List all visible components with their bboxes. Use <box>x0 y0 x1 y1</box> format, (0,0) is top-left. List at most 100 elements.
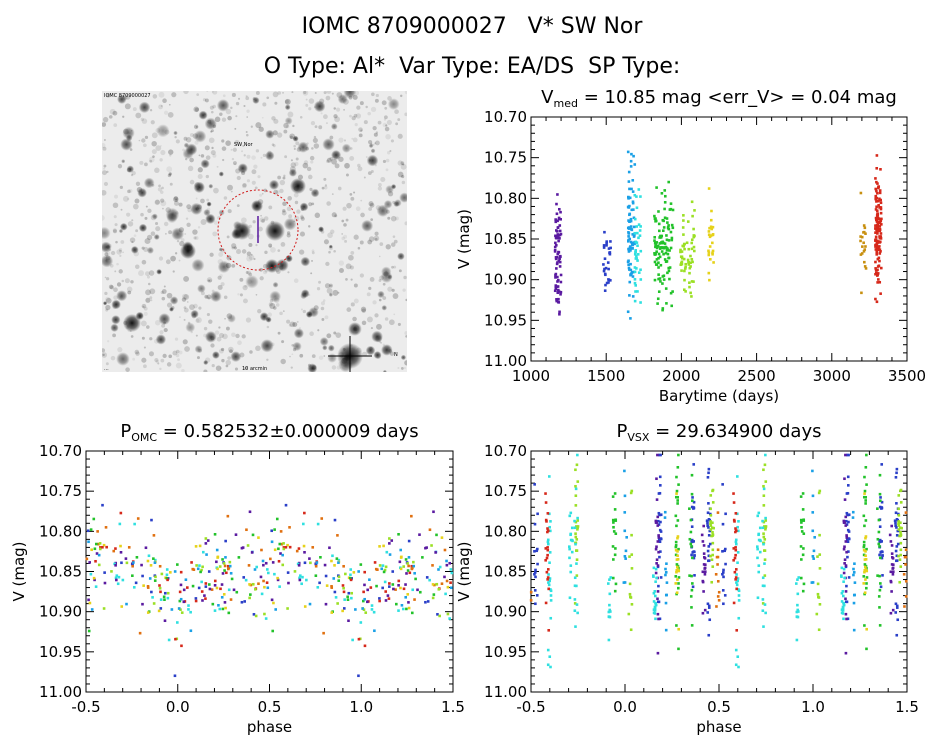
data-point <box>573 602 577 605</box>
sky-noise <box>216 336 222 342</box>
sky-noise <box>163 285 166 288</box>
data-point <box>357 637 361 641</box>
data-point <box>162 595 166 599</box>
data-point <box>613 589 617 593</box>
data-point <box>865 627 868 631</box>
data-point <box>692 463 696 466</box>
data-point <box>653 235 657 239</box>
data-point <box>762 504 766 507</box>
data-point <box>278 585 281 588</box>
data-point <box>758 538 762 542</box>
sky-star <box>116 290 128 302</box>
sky-noise <box>293 144 297 148</box>
sky-noise <box>121 279 125 283</box>
data-point <box>671 208 675 212</box>
sky-noise <box>264 250 268 255</box>
data-point <box>131 574 134 578</box>
data-point <box>195 564 198 567</box>
data-point <box>284 545 288 549</box>
data-point <box>119 511 123 515</box>
data-point <box>178 599 182 603</box>
data-point <box>630 187 633 191</box>
data-point <box>279 530 283 533</box>
data-point <box>348 576 352 580</box>
data-point <box>105 545 108 549</box>
data-point <box>796 592 800 596</box>
data-point <box>318 581 321 585</box>
data-point <box>707 604 711 608</box>
sky-noise <box>269 303 276 310</box>
data-point <box>104 526 108 529</box>
data-point <box>655 576 658 580</box>
data-point <box>684 290 687 293</box>
data-point <box>860 291 863 295</box>
data-point <box>546 527 549 530</box>
sky-noise <box>107 340 110 343</box>
data-point <box>711 241 714 245</box>
sky-noise <box>204 294 208 299</box>
data-point <box>684 265 687 269</box>
data-point <box>158 584 161 587</box>
data-point <box>382 544 385 548</box>
sky-star <box>197 284 206 293</box>
data-point <box>556 300 560 304</box>
data-point <box>797 576 801 579</box>
data-point <box>166 591 170 595</box>
sky-image-panel: IOMC 8709000027 SW Nor... 10 arcmin N <box>102 91 407 372</box>
data-point <box>347 619 350 623</box>
sky-noise <box>143 143 147 148</box>
data-point <box>813 536 816 539</box>
data-point <box>576 526 579 529</box>
data-point <box>556 233 560 237</box>
data-point <box>402 587 406 591</box>
data-point <box>629 240 633 244</box>
sky-noise <box>257 309 262 314</box>
sky-noise <box>208 137 215 144</box>
sky-star <box>394 199 402 207</box>
y-tick-label: 10.70 <box>484 442 527 460</box>
sky-noise <box>383 118 387 121</box>
sky-noise <box>164 232 167 235</box>
data-point <box>711 233 715 237</box>
data-point <box>801 589 805 593</box>
data-point <box>899 501 903 504</box>
data-point <box>607 281 610 284</box>
sky-noise <box>231 157 235 161</box>
data-point <box>654 601 657 605</box>
data-point <box>146 559 150 563</box>
data-point <box>721 550 724 553</box>
data-point <box>708 278 711 282</box>
sky-noise <box>346 307 352 312</box>
data-point <box>607 278 610 281</box>
sky-noise <box>349 114 352 118</box>
data-point <box>448 617 451 620</box>
sky-noise <box>197 226 201 229</box>
data-point <box>347 591 351 595</box>
data-point <box>732 518 736 522</box>
data-point <box>691 585 695 589</box>
sky-noise <box>143 306 148 311</box>
sky-noise <box>250 253 253 256</box>
data-point <box>692 540 695 543</box>
data-point <box>669 291 673 295</box>
sky-noise <box>349 155 355 161</box>
data-point <box>842 547 846 551</box>
data-point <box>683 242 686 246</box>
data-point <box>437 588 441 591</box>
data-point <box>707 271 711 275</box>
data-point <box>629 272 633 276</box>
sky-noise <box>203 326 208 331</box>
data-point <box>636 290 639 293</box>
data-point <box>675 475 678 479</box>
data-point <box>558 207 561 211</box>
sky-star <box>111 315 121 325</box>
data-point <box>270 540 274 544</box>
data-point <box>709 258 712 261</box>
sky-noise <box>243 104 246 108</box>
data-point <box>845 536 849 539</box>
data-point <box>701 611 705 615</box>
data-point <box>404 583 407 586</box>
sky-noise <box>215 365 222 371</box>
data-point <box>293 570 297 573</box>
data-point <box>245 528 248 532</box>
